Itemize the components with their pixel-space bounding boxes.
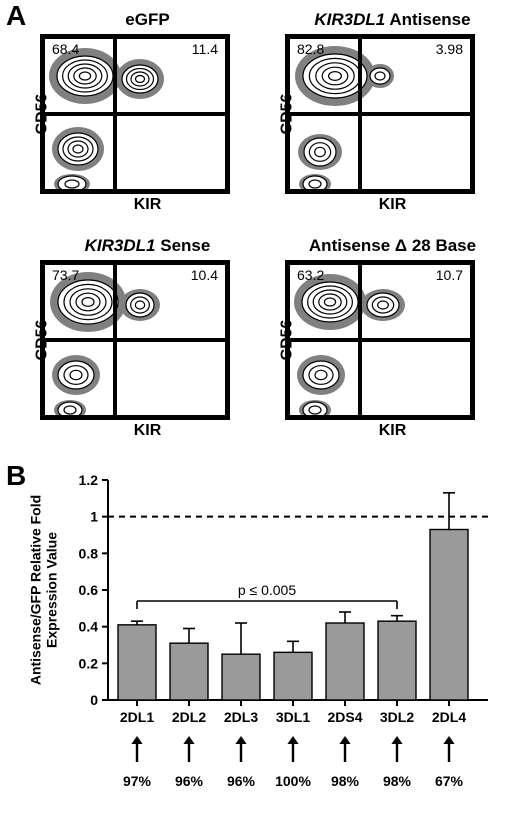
svg-text:3DL2: 3DL2 xyxy=(380,709,414,725)
facs-xlabel: KIR xyxy=(40,422,255,440)
facs-xlabel: KIR xyxy=(285,196,500,214)
facs-row: eGFPCD5668.411.4KIRKIR3DL1 AntisenseCD56… xyxy=(40,10,500,214)
facs-title: Antisense Δ 28 Base xyxy=(285,236,500,256)
facs-ylabel: CD56 xyxy=(278,320,296,361)
facs-title: KIR3DL1 Antisense xyxy=(285,10,500,30)
panel-a-letter: A xyxy=(6,0,26,32)
facs-plot: 63.2 10.7 xyxy=(285,260,475,420)
bar xyxy=(118,625,156,700)
facs-cell: Antisense Δ 28 BaseCD5663.210.7KIR xyxy=(285,236,500,440)
facs-title: KIR3DL1 Sense xyxy=(40,236,255,256)
svg-text:3.98: 3.98 xyxy=(436,41,463,57)
facs-plot-wrap: CD5682.83.98 xyxy=(285,34,500,194)
bar xyxy=(326,623,364,700)
svg-text:11.4: 11.4 xyxy=(192,41,218,57)
svg-text:10.7: 10.7 xyxy=(436,267,463,283)
facs-row: KIR3DL1 Sense CD56 73.7 10.4 KIR Antisense Δ … xyxy=(40,236,500,440)
bar xyxy=(430,530,468,701)
svg-text:2DL1: 2DL1 xyxy=(120,709,154,725)
panel-b-letter: B xyxy=(6,460,26,492)
facs-ylabel: CD56 xyxy=(33,320,51,361)
svg-text:97%: 97% xyxy=(123,773,152,789)
svg-text:96%: 96% xyxy=(175,773,204,789)
svg-text:73.7: 73.7 xyxy=(52,267,79,283)
bar xyxy=(170,643,208,700)
facs-title: eGFP xyxy=(40,10,255,30)
svg-text:0.2: 0.2 xyxy=(79,655,99,671)
svg-text:0.4: 0.4 xyxy=(79,619,99,635)
facs-xlabel: KIR xyxy=(285,422,500,440)
facs-plot: 82.8 3.98 xyxy=(285,34,475,194)
svg-text:3DL1: 3DL1 xyxy=(276,709,310,725)
facs-plot-wrap: CD5668.411.4 xyxy=(40,34,255,194)
svg-text:82.8: 82.8 xyxy=(297,41,324,57)
facs-plot: 73.7 10.4 xyxy=(40,260,230,420)
svg-text:0.6: 0.6 xyxy=(79,582,99,598)
panel-a: eGFP CD56 68.4 11.4 KIR KIR3DL1 Antisense CD56… xyxy=(40,10,500,455)
svg-text:p ≤ 0.005: p ≤ 0.005 xyxy=(238,582,296,598)
svg-text:67%: 67% xyxy=(435,773,464,789)
facs-cell: KIR3DL1 SenseCD5673.710.4KIR xyxy=(40,236,255,440)
facs-plot-wrap: CD5663.210.7 xyxy=(285,260,500,420)
svg-text:63.2: 63.2 xyxy=(297,267,324,283)
facs-ylabel: CD56 xyxy=(33,94,51,135)
bar-chart: 0 0.2 0.4 0.6 0.8 1 1.2 Antisense/GFP Relative … xyxy=(30,470,500,825)
facs-cell: eGFPCD5668.411.4KIR xyxy=(40,10,255,214)
svg-text:2DL2: 2DL2 xyxy=(172,709,206,725)
panel-b: 0 0.2 0.4 0.6 0.8 1 1.2 Antisense/GFP Relative … xyxy=(30,470,500,825)
facs-xlabel: KIR xyxy=(40,196,255,214)
svg-text:2DL4: 2DL4 xyxy=(432,709,466,725)
svg-text:2DL3: 2DL3 xyxy=(224,709,258,725)
svg-text:10.4: 10.4 xyxy=(191,267,218,283)
bar xyxy=(274,652,312,700)
svg-text:1.2: 1.2 xyxy=(79,472,99,488)
svg-text:1: 1 xyxy=(90,509,98,525)
svg-text:100%: 100% xyxy=(275,773,311,789)
facs-cell: KIR3DL1 AntisenseCD5682.83.98KIR xyxy=(285,10,500,214)
svg-text:98%: 98% xyxy=(383,773,412,789)
svg-text:96%: 96% xyxy=(227,773,256,789)
facs-ylabel: CD56 xyxy=(278,94,296,135)
svg-text:0: 0 xyxy=(90,692,98,708)
bar xyxy=(378,621,416,700)
svg-text:0.8: 0.8 xyxy=(79,545,99,561)
figure-root: A eGFP CD56 68.4 11.4 KIR KIR3DL1 Antisense CD… xyxy=(0,0,512,833)
svg-text:98%: 98% xyxy=(331,773,360,789)
bar xyxy=(222,654,260,700)
facs-plot-wrap: CD5673.710.4 xyxy=(40,260,255,420)
svg-text:Antisense/GFP Relative FoldExp: Antisense/GFP Relative FoldExpression Va… xyxy=(30,495,59,685)
facs-plot: 68.4 11.4 xyxy=(40,34,230,194)
svg-text:68.4: 68.4 xyxy=(52,41,79,57)
svg-text:2DS4: 2DS4 xyxy=(327,709,362,725)
